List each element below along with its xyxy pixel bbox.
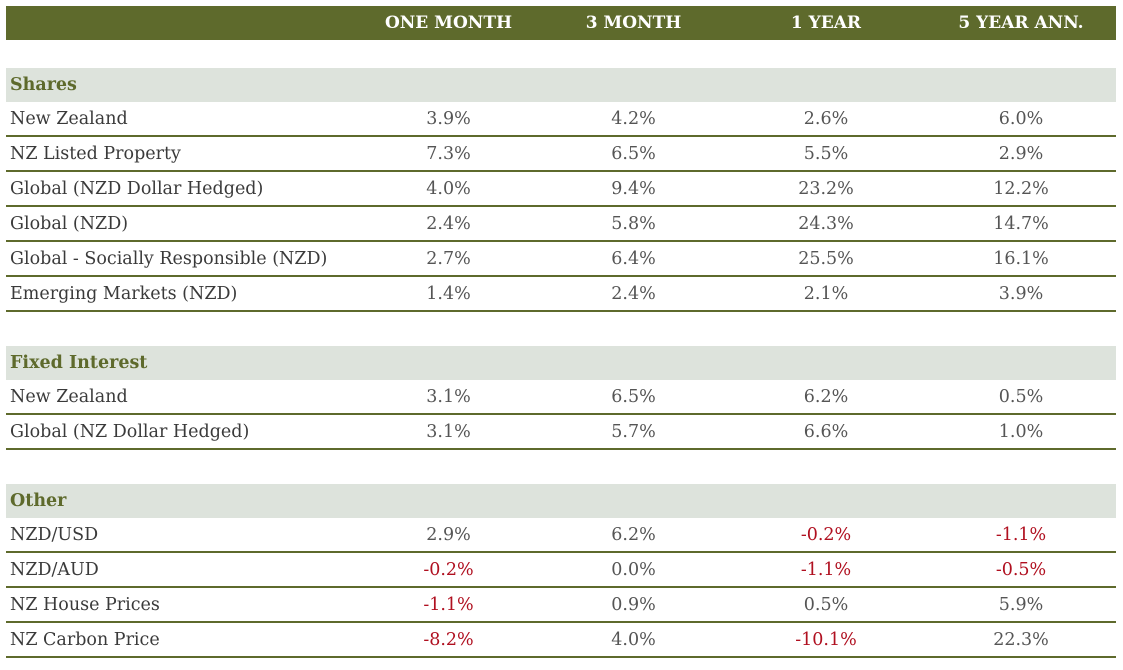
table-row: NZ Carbon Price -8.2% 4.0% -10.1% 22.3%	[6, 623, 1116, 658]
table-row: Emerging Markets (NZD) 1.4% 2.4% 2.1% 3.9%	[6, 277, 1116, 312]
section-shares: Shares New Zealand 3.9% 4.2% 2.6% 6.0% NZ List…	[6, 68, 1116, 312]
value-cell: 0.0%	[611, 559, 656, 580]
value-cell: 25.5%	[798, 248, 854, 269]
row-label: NZ House Prices	[10, 594, 160, 615]
value-cell: 5.5%	[803, 143, 849, 164]
value-cell: -0.2%	[423, 559, 474, 580]
row-label: NZD/AUD	[10, 559, 99, 580]
value-cell: 0.5%	[998, 386, 1044, 407]
value-cell: 14.7%	[993, 213, 1049, 234]
value-cell: 6.6%	[803, 421, 849, 442]
value-cell: 16.1%	[993, 248, 1049, 269]
table-header: ONE MONTH 3 MONTH 1 YEAR 5 YEAR ANN.	[6, 6, 1116, 40]
row-label: Emerging Markets (NZD)	[10, 283, 238, 304]
value-cell: 5.7%	[611, 421, 656, 442]
row-label: NZ Carbon Price	[10, 629, 160, 650]
value-cell: 2.4%	[426, 213, 471, 234]
row-label: Global - Socially Responsible (NZD)	[10, 248, 328, 269]
value-cell: 5.9%	[998, 594, 1044, 615]
value-cell: 6.4%	[611, 248, 656, 269]
value-cell: -10.1%	[795, 629, 857, 650]
value-cell: 24.3%	[798, 213, 854, 234]
table-row: New Zealand 3.9% 4.2% 2.6% 6.0%	[6, 102, 1116, 137]
value-cell: 12.2%	[993, 178, 1049, 199]
value-cell: 6.5%	[611, 143, 656, 164]
table-row: NZ Listed Property 7.3% 6.5% 5.5% 2.9%	[6, 137, 1116, 172]
section-other: Other NZD/USD 2.9% 6.2% -0.2% -1.1% NZD/AUD -0.…	[6, 484, 1116, 658]
header-3-month: 3 MONTH	[585, 13, 682, 33]
value-cell: -0.5%	[995, 559, 1047, 580]
header-one-month: ONE MONTH	[384, 13, 513, 33]
row-label: Global (NZD)	[10, 213, 129, 234]
value-cell: -1.1%	[800, 559, 852, 580]
value-cell: 4.0%	[611, 629, 656, 650]
value-cell: 1.0%	[998, 421, 1044, 442]
value-cell: 9.4%	[611, 178, 656, 199]
section-title: Other	[6, 484, 1116, 518]
table-row: Global (NZD) 2.4% 5.8% 24.3% 14.7%	[6, 207, 1116, 242]
value-cell: 4.2%	[611, 108, 656, 129]
section-title: Fixed Interest	[6, 346, 1116, 380]
table-row: Global - Socially Responsible (NZD) 2.7% 6…	[6, 242, 1116, 277]
value-cell: -0.2%	[800, 524, 852, 545]
value-cell: 3.9%	[998, 283, 1044, 304]
value-cell: 0.9%	[611, 594, 656, 615]
value-cell: -1.1%	[423, 594, 474, 615]
header-5-year-ann: 5 YEAR ANN.	[958, 13, 1084, 33]
value-cell: 2.6%	[803, 108, 849, 129]
section-title: Shares	[6, 68, 1116, 102]
value-cell: 2.9%	[426, 524, 471, 545]
table-row: NZ House Prices -1.1% 0.9% 0.5% 5.9%	[6, 588, 1116, 623]
value-cell: 2.7%	[426, 248, 471, 269]
table-row: NZD/AUD -0.2% 0.0% -1.1% -0.5%	[6, 553, 1116, 588]
table-row: New Zealand 3.1% 6.5% 6.2% 0.5%	[6, 380, 1116, 415]
table-row: Global (NZ Dollar Hedged) 3.1% 5.7% 6.6% 1.0…	[6, 415, 1116, 450]
header-1-year: 1 YEAR	[790, 13, 862, 33]
value-cell: 3.1%	[426, 421, 471, 442]
value-cell: 3.1%	[426, 386, 471, 407]
value-cell: 7.3%	[426, 143, 471, 164]
value-cell: 22.3%	[993, 629, 1049, 650]
row-label: Global (NZ Dollar Hedged)	[10, 421, 250, 442]
value-cell: 23.2%	[798, 178, 854, 199]
value-cell: 2.4%	[611, 283, 656, 304]
table-row: NZD/USD 2.9% 6.2% -0.2% -1.1%	[6, 518, 1116, 553]
value-cell: 6.2%	[611, 524, 656, 545]
value-cell: 0.5%	[803, 594, 849, 615]
row-label: Global (NZD Dollar Hedged)	[10, 178, 264, 199]
row-label: NZ Listed Property	[10, 143, 181, 164]
value-cell: 6.0%	[998, 108, 1044, 129]
section-fixed-interest: Fixed Interest New Zealand 3.1% 6.5% 6.2% 0.5…	[6, 346, 1116, 450]
row-label: New Zealand	[10, 108, 128, 129]
value-cell: -1.1%	[995, 524, 1047, 545]
table-row: Global (NZD Dollar Hedged) 4.0% 9.4% 23.2% 1…	[6, 172, 1116, 207]
value-cell: 6.5%	[611, 386, 656, 407]
returns-table: ONE MONTH 3 MONTH 1 YEAR 5 YEAR ANN. Sha…	[6, 6, 1116, 658]
row-label: New Zealand	[10, 386, 128, 407]
value-cell: -8.2%	[423, 629, 474, 650]
value-cell: 2.1%	[803, 283, 849, 304]
value-cell: 1.4%	[426, 283, 471, 304]
value-cell: 2.9%	[998, 143, 1044, 164]
value-cell: 4.0%	[426, 178, 471, 199]
value-cell: 3.9%	[426, 108, 471, 129]
value-cell: 5.8%	[611, 213, 656, 234]
row-label: NZD/USD	[10, 524, 99, 545]
value-cell: 6.2%	[803, 386, 849, 407]
